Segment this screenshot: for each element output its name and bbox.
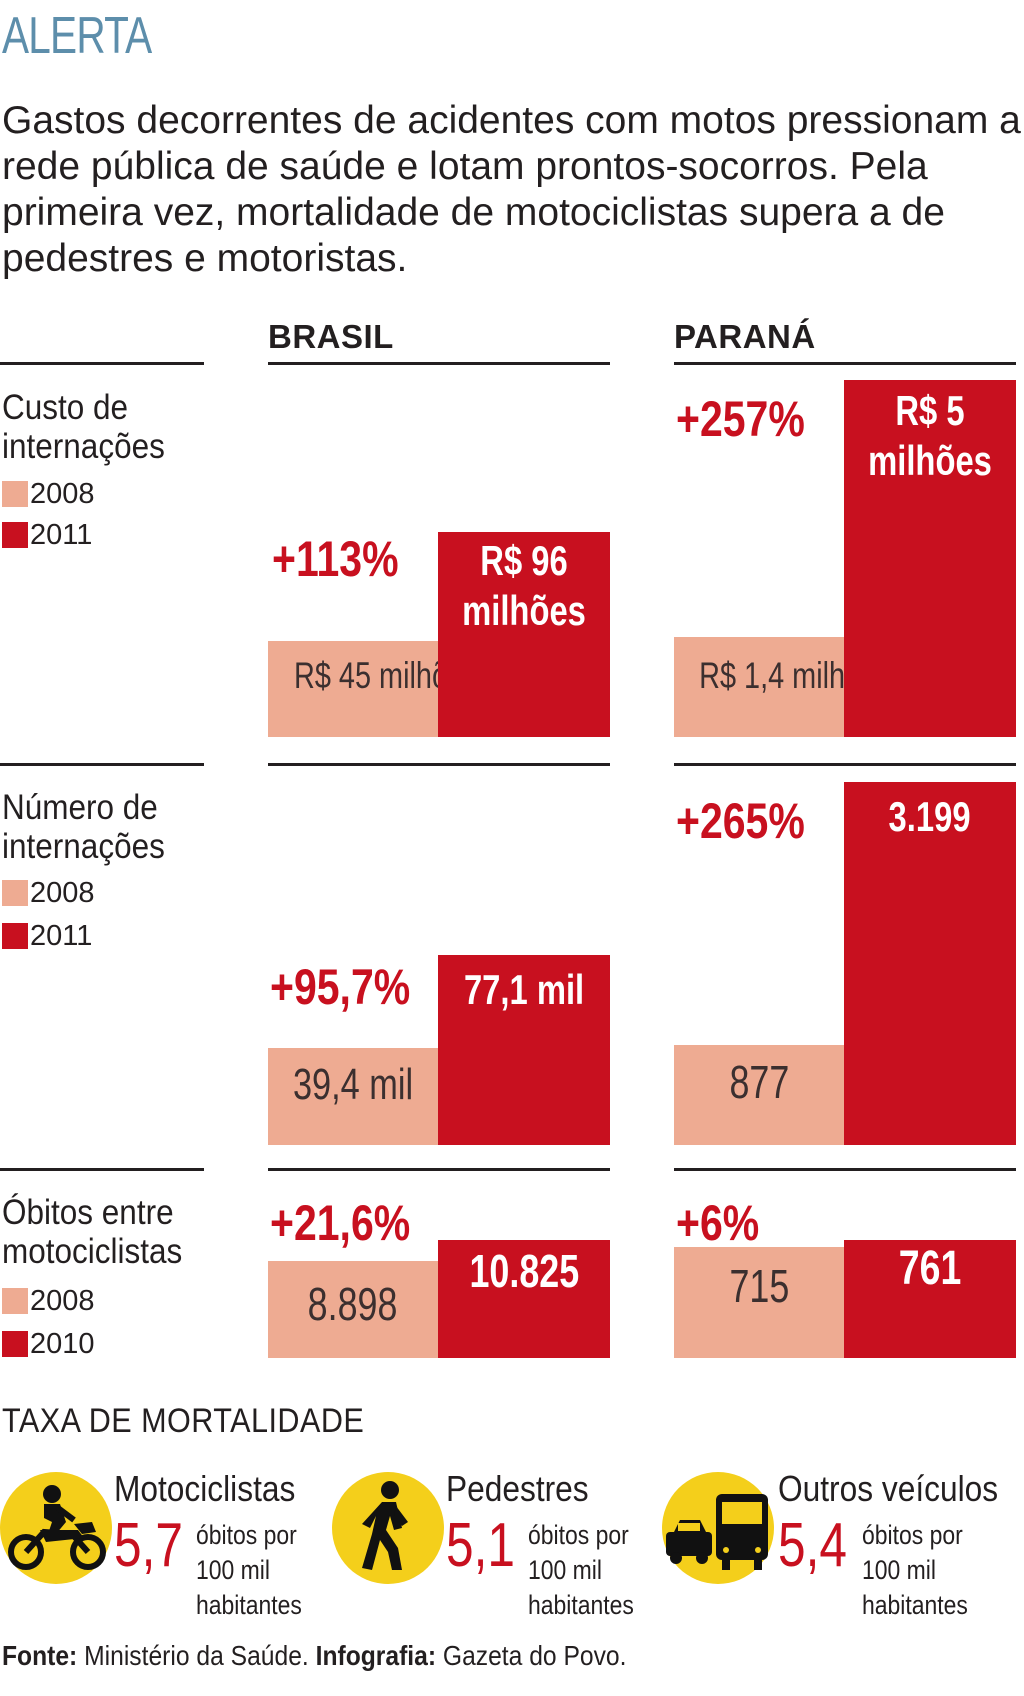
mortality-value: 5,4 (778, 1511, 847, 1580)
legend-swatch (2, 923, 28, 949)
chart-custo-parana: +257% R$ 1,4 milhão R$ 5 milhões (674, 380, 1016, 737)
legend-label: 2010 (30, 1328, 95, 1360)
bar-value-label: 3.199 (888, 793, 971, 840)
divider (268, 763, 610, 766)
legend-label: 2008 (30, 478, 95, 510)
bar-2008: 39,4 mil (268, 1048, 438, 1145)
unit-line: 100 mil (862, 1555, 936, 1585)
divider (674, 1168, 1016, 1171)
legend-label: 2011 (30, 920, 93, 952)
chart-obitos-brasil: +21,6% 8.898 10.825 (268, 1190, 610, 1358)
divider (0, 763, 204, 766)
legend-swatch (2, 522, 28, 548)
bar-2008: 877 (674, 1045, 844, 1145)
legend-label: 2011 (30, 519, 93, 551)
source-credit: Fonte: Ministério da Saúde. Infografia: … (2, 1640, 626, 1672)
pedestrian-icon (332, 1472, 444, 1584)
bar-2008: R$ 1,4 milhão (674, 637, 877, 737)
bar-value-label: 877 (729, 1056, 789, 1108)
legend-swatch (2, 880, 28, 906)
chart-obitos-parana: +6% 715 761 (674, 1190, 1016, 1358)
unit-line: habitantes (528, 1590, 634, 1620)
change-percent: +113% (272, 531, 399, 587)
mortality-name: Motociclistas (114, 1468, 296, 1509)
chart-custo-brasil: +113% R$ 45 milhões R$ 96 milhões (268, 380, 610, 737)
unit-line: 100 mil (528, 1555, 602, 1585)
change-percent: +21,6% (270, 1195, 411, 1251)
motorcycle-icon (0, 1472, 112, 1584)
bar-value-label: 715 (729, 1260, 789, 1312)
change-percent: +265% (676, 793, 805, 849)
bar-2010: 761 (844, 1240, 1016, 1358)
column-header-brasil: BRASIL (268, 318, 394, 355)
bar-2011: 3.199 (844, 782, 1016, 1145)
bar-value-label: 39,4 mil (292, 1060, 414, 1109)
column-header-parana: PARANÁ (674, 318, 816, 355)
divider (674, 362, 1016, 365)
bar-value-label: 77,1 mil (463, 966, 585, 1013)
legend-label: 2008 (30, 1285, 95, 1317)
mortality-title: TAXA DE MORTALIDADE (2, 1402, 365, 1440)
row-label-numero: Número de internações (2, 788, 165, 866)
change-percent: +6% (676, 1195, 760, 1251)
unit-line: habitantes (862, 1590, 968, 1620)
bar-2011: 77,1 mil (438, 955, 610, 1145)
source-text: Ministério da Saúde. (84, 1640, 309, 1671)
chart-numero-parana: +265% 877 3.199 (674, 782, 1016, 1145)
source-label: Fonte: (2, 1640, 78, 1671)
bar-value-label: R$ 96 milhões (462, 537, 586, 634)
unit-line: 100 mil (196, 1555, 270, 1585)
divider (0, 362, 204, 365)
legend-swatch (2, 481, 28, 507)
mortality-name: Outros veículos (778, 1468, 999, 1509)
credit-text: Gazeta do Povo. (442, 1640, 627, 1671)
bar-2011: R$ 5 milhões (844, 380, 1016, 737)
change-percent: +95,7% (270, 959, 411, 1015)
bar-value-label: 761 (898, 1242, 962, 1295)
bar-2010: 10.825 (438, 1240, 610, 1358)
mortality-value: 5,7 (114, 1511, 183, 1580)
divider (268, 362, 610, 365)
row-label-obitos: Óbitos entre motociclistas (2, 1193, 183, 1271)
credit-label: Infografia: (315, 1640, 437, 1671)
unit-line: habitantes (196, 1590, 302, 1620)
bar-2008: 715 (674, 1247, 844, 1358)
divider (268, 1168, 610, 1171)
lead-text: Gastos decorrentes de acidentes com moto… (2, 99, 1021, 280)
mortality-unit: óbitos por 100 mil habitantes (528, 1518, 634, 1623)
chart-numero-brasil: +95,7% 39,4 mil 77,1 mil (268, 782, 610, 1145)
legend-label: 2008 (30, 877, 95, 909)
row-label-custo: Custo de internações (2, 388, 165, 466)
mortality-name: Pedestres (446, 1468, 589, 1509)
bar-value-label: 8.898 (308, 1278, 398, 1330)
legend-swatch (2, 1288, 28, 1314)
change-percent: +257% (676, 391, 805, 447)
mortality-unit: óbitos por 100 mil habitantes (196, 1518, 302, 1623)
unit-line: óbitos por (528, 1520, 629, 1550)
mortality-value: 5,1 (446, 1511, 515, 1580)
divider (674, 763, 1016, 766)
bar-2008: 8.898 (268, 1261, 438, 1358)
kicker-title: ALERTA (2, 7, 152, 65)
legend-swatch (2, 1331, 28, 1357)
bar-2011: R$ 96 milhões (438, 532, 610, 737)
unit-line: óbitos por (862, 1520, 963, 1550)
bar-value-label: 10.825 (469, 1245, 579, 1297)
bar-value-label: R$ 5 milhões (868, 387, 992, 484)
unit-line: óbitos por (196, 1520, 297, 1550)
car-bus-icon (662, 1472, 774, 1584)
mortality-unit: óbitos por 100 mil habitantes (862, 1518, 968, 1623)
bar-2008: R$ 45 milhões (268, 641, 478, 737)
divider (0, 1168, 204, 1171)
